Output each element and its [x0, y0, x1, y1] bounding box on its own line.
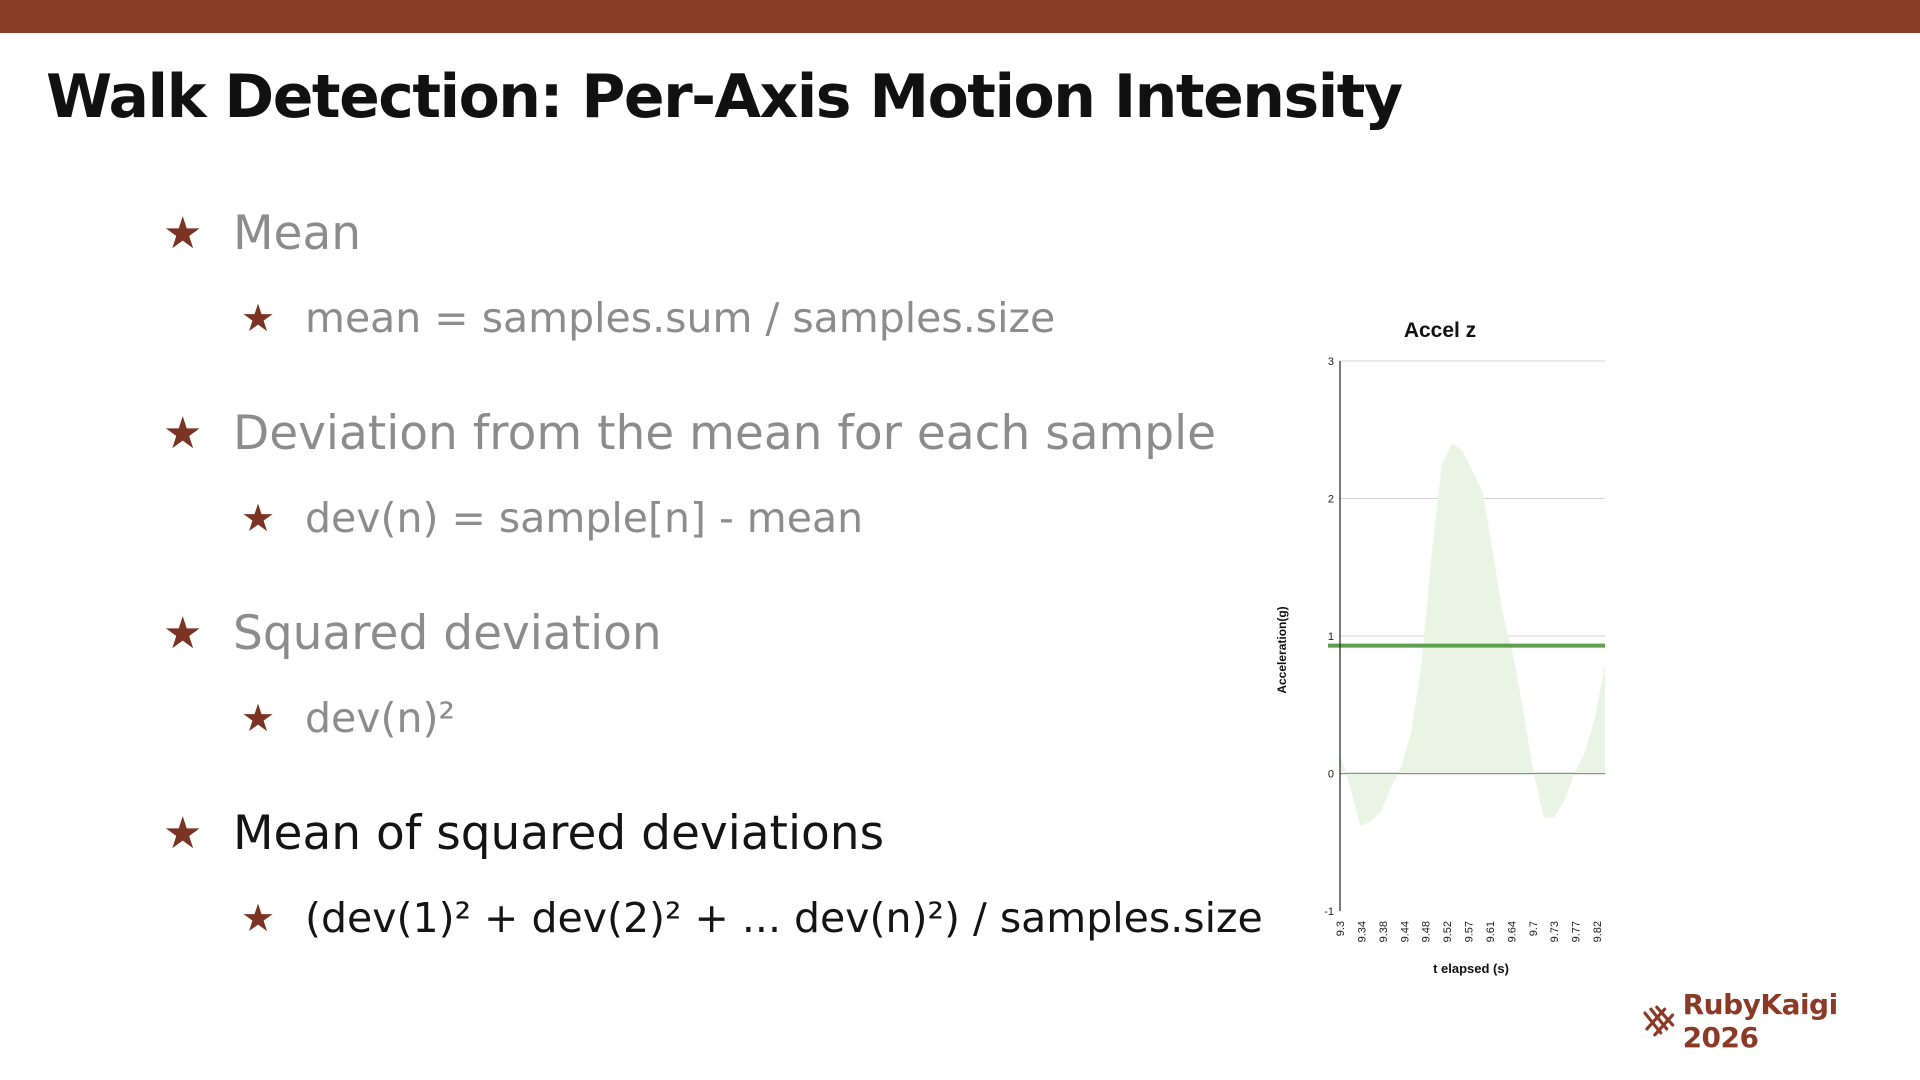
y-tick-label: 2 — [1328, 494, 1334, 506]
star-icon: ★ — [241, 696, 276, 740]
x-tick-label: 9.3 — [1335, 921, 1347, 936]
bullet-text: Deviation from the mean for each sample — [233, 406, 1217, 461]
sub-bullet-mean-squared-formula: ★ (dev(1)² + dev(2)² + ... dev(n)²) / sa… — [241, 894, 1263, 942]
chart-title: Accel z — [1404, 319, 1476, 342]
x-tick-label: 9.52 — [1442, 921, 1454, 942]
bullet-mean: ★ Mean — [163, 206, 361, 261]
sub-bullet-deviation-formula: ★ dev(n) = sample[n] - mean — [241, 494, 863, 542]
y-tick-label: -1 — [1324, 906, 1334, 918]
star-icon: ★ — [163, 808, 203, 859]
x-tick-label: 9.38 — [1378, 921, 1390, 942]
star-icon: ★ — [163, 608, 203, 659]
accel-z-chart: -1 0 1 2 3 9.3 9.34 9.38 9.44 9.48 9.52 9.57 9.61 9.6… — [1260, 305, 1620, 985]
y-tick-label: 1 — [1328, 631, 1334, 643]
star-icon: ★ — [241, 496, 276, 540]
x-tick-label: 9.57 — [1464, 921, 1476, 942]
data-area — [1340, 443, 1605, 826]
x-tick-label: 9.44 — [1399, 921, 1411, 942]
sub-bullet-text: dev(n)² — [305, 694, 455, 742]
bullet-deviation: ★ Deviation from the mean for each sampl… — [163, 406, 1216, 461]
x-tick-label: 9.7 — [1528, 921, 1540, 936]
ruby-kaigi-logo-icon — [1643, 1005, 1675, 1037]
brand-name: RubyKaigi 2026 — [1682, 988, 1839, 1054]
x-tick-label: 9.48 — [1421, 921, 1433, 942]
x-tick-label: 9.64 — [1506, 921, 1518, 942]
sub-bullet-text: (dev(1)² + dev(2)² + ... dev(n)²) / samp… — [305, 894, 1263, 942]
star-icon: ★ — [241, 296, 276, 340]
sub-bullet-squared-formula: ★ dev(n)² — [241, 694, 455, 742]
sub-bullet-text: mean = samples.sum / samples.size — [305, 294, 1056, 342]
top-accent-bar — [0, 0, 1920, 33]
bullet-mean-squared: ★ Mean of squared deviations — [163, 806, 884, 861]
y-tick-label: 0 — [1328, 769, 1334, 781]
star-icon: ★ — [241, 896, 276, 940]
bullet-text: Mean of squared deviations — [233, 806, 885, 861]
star-icon: ★ — [163, 208, 203, 259]
y-tick-label: 3 — [1328, 356, 1334, 368]
x-axis-label: t elapsed (s) — [1433, 961, 1509, 976]
sub-bullet-text: dev(n) = sample[n] - mean — [305, 494, 864, 542]
star-icon: ★ — [163, 408, 203, 459]
x-tick-label: 9.61 — [1485, 921, 1497, 942]
x-tick-label: 9.73 — [1549, 921, 1561, 942]
chart-svg: -1 0 1 2 3 9.3 9.34 9.38 9.44 9.48 9.52 9.57 9.61 9.6… — [1275, 319, 1605, 976]
y-axis-label: Acceleration(g) — [1275, 606, 1289, 693]
bullet-squared-deviation: ★ Squared deviation — [163, 606, 662, 661]
bullet-text: Squared deviation — [233, 606, 662, 661]
bullet-text: Mean — [233, 206, 362, 261]
sub-bullet-mean-formula: ★ mean = samples.sum / samples.size — [241, 294, 1055, 342]
x-tick-label: 9.77 — [1571, 921, 1583, 942]
brand-mark: RubyKaigi 2026 — [1641, 988, 1920, 1054]
x-tick-label: 9.34 — [1356, 921, 1368, 942]
slide-title: Walk Detection: Per-Axis Motion Intensit… — [46, 62, 1403, 132]
x-tick-label: 9.82 — [1592, 921, 1604, 942]
